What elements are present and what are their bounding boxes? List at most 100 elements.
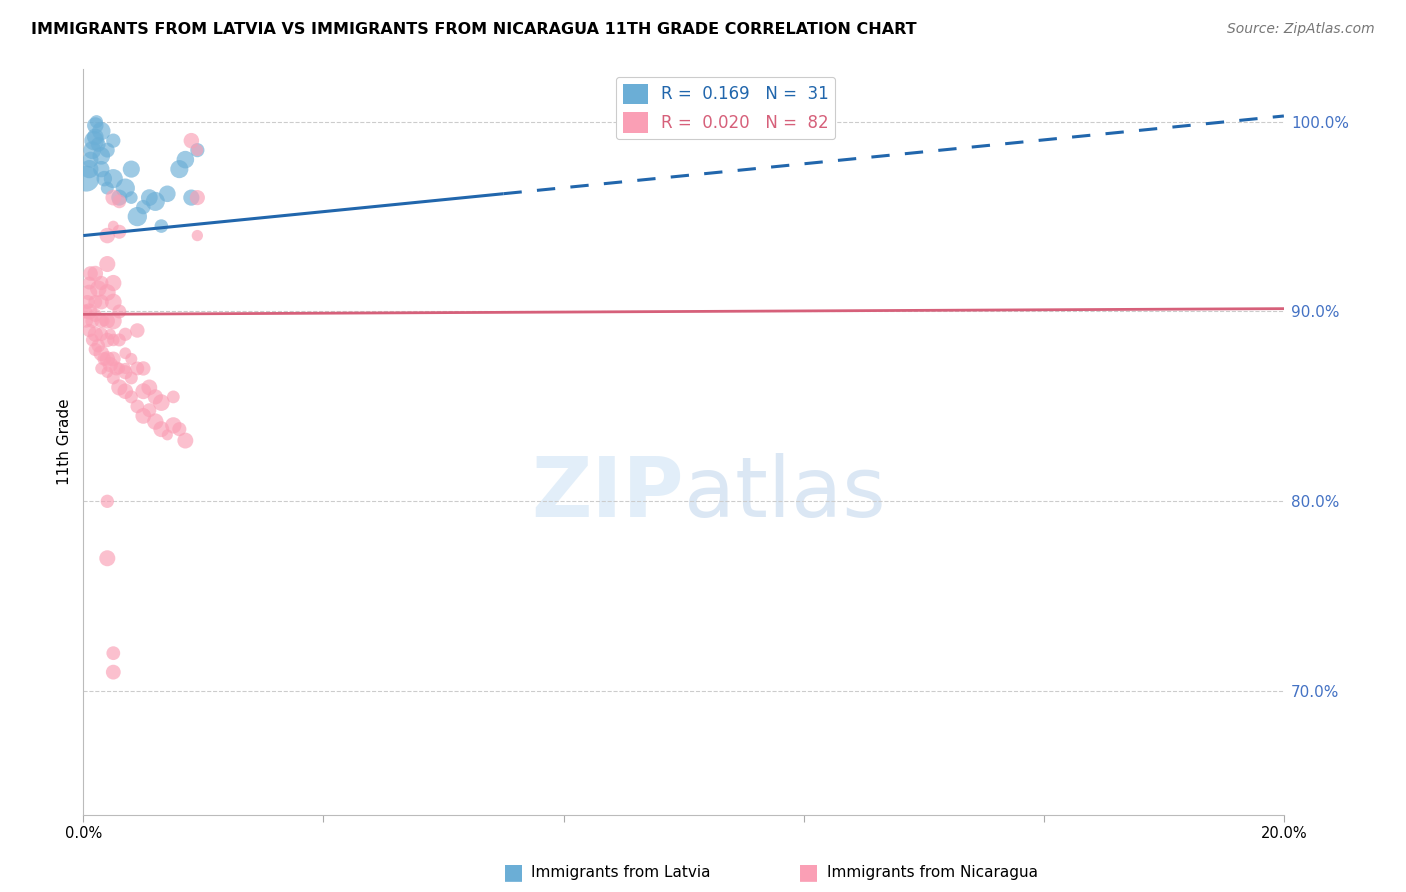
Point: [75, 304, 97, 318]
Point: [96, 333, 118, 347]
Point: [103, 646, 125, 660]
Point: [96, 285, 118, 300]
Point: [82, 333, 104, 347]
Point: [96, 181, 118, 195]
Point: [96, 351, 118, 366]
Point: [174, 434, 197, 448]
Point: [132, 409, 155, 423]
Point: [93, 351, 115, 366]
Point: [90, 314, 112, 328]
Legend: R =  0.169   N =  31, R =  0.020   N =  82: R = 0.169 N = 31, R = 0.020 N = 82: [616, 77, 835, 139]
Point: [84, 119, 107, 133]
Point: [103, 219, 125, 233]
Point: [120, 191, 142, 205]
Point: [169, 422, 191, 436]
Point: [108, 380, 131, 394]
Text: ■: ■: [503, 863, 523, 882]
Point: [120, 351, 142, 366]
Point: [86, 114, 108, 128]
Point: [108, 191, 131, 205]
Point: [75, 314, 97, 328]
Text: Immigrants from Latvia: Immigrants from Latvia: [531, 865, 711, 880]
Point: [79, 285, 101, 300]
Point: [138, 403, 160, 417]
Point: [90, 327, 112, 342]
Text: ■: ■: [799, 863, 818, 882]
Point: [90, 361, 112, 376]
Point: [96, 365, 118, 379]
Point: [87, 339, 110, 353]
Point: [150, 395, 173, 409]
Point: [114, 384, 136, 399]
Point: [87, 137, 110, 152]
Text: Source: ZipAtlas.com: Source: ZipAtlas.com: [1227, 22, 1375, 37]
Point: [103, 333, 125, 347]
Point: [79, 162, 101, 177]
Point: [108, 194, 131, 209]
Point: [143, 390, 166, 404]
Point: [84, 295, 107, 310]
Point: [75, 171, 97, 186]
Point: [103, 134, 125, 148]
Point: [79, 153, 101, 167]
Point: [87, 282, 110, 296]
Text: ZIP: ZIP: [531, 453, 683, 534]
Point: [114, 361, 136, 376]
Point: [180, 134, 202, 148]
Point: [127, 210, 149, 224]
Point: [186, 143, 208, 157]
Point: [174, 153, 197, 167]
Point: [96, 494, 118, 508]
Point: [114, 346, 136, 360]
Point: [103, 314, 125, 328]
Point: [83, 134, 105, 148]
Point: [90, 295, 112, 310]
Point: [90, 346, 112, 360]
Point: [114, 365, 136, 379]
Point: [76, 295, 98, 310]
Text: IMMIGRANTS FROM LATVIA VS IMMIGRANTS FROM NICARAGUA 11TH GRADE CORRELATION CHART: IMMIGRANTS FROM LATVIA VS IMMIGRANTS FRO…: [31, 22, 917, 37]
Point: [84, 308, 107, 322]
Point: [96, 228, 118, 243]
Point: [143, 415, 166, 429]
Point: [156, 428, 179, 442]
Point: [150, 422, 173, 436]
Point: [93, 171, 115, 186]
Point: [186, 143, 208, 157]
Point: [105, 361, 128, 376]
Point: [93, 314, 115, 328]
Point: [98, 358, 121, 372]
Point: [79, 276, 101, 290]
Point: [84, 267, 107, 281]
Point: [180, 191, 202, 205]
Point: [96, 314, 118, 328]
Point: [132, 384, 155, 399]
Point: [108, 361, 131, 376]
Point: [84, 343, 107, 357]
Point: [96, 257, 118, 271]
Point: [103, 276, 125, 290]
Point: [186, 228, 208, 243]
Point: [103, 351, 125, 366]
Point: [90, 149, 112, 163]
Point: [120, 390, 142, 404]
Point: [156, 186, 179, 201]
Point: [162, 390, 184, 404]
Point: [96, 551, 118, 566]
Point: [120, 371, 142, 385]
Text: atlas: atlas: [683, 453, 886, 534]
Point: [98, 327, 121, 342]
Point: [108, 225, 131, 239]
Point: [84, 129, 107, 144]
Point: [132, 361, 155, 376]
Point: [82, 143, 104, 157]
Point: [103, 171, 125, 186]
Point: [84, 327, 107, 342]
Point: [103, 191, 125, 205]
Point: [138, 191, 160, 205]
Point: [120, 162, 142, 177]
Point: [79, 323, 101, 337]
Point: [169, 162, 191, 177]
Point: [108, 333, 131, 347]
Point: [103, 371, 125, 385]
